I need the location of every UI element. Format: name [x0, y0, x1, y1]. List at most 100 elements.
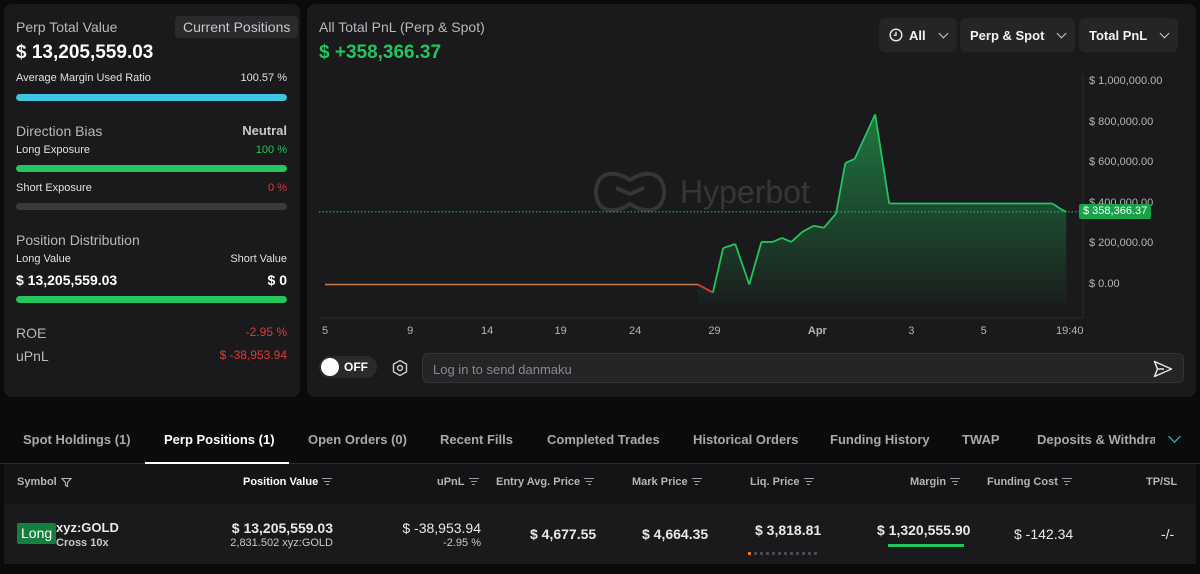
y-tick-label: $ 1,000,000.00 [1089, 75, 1163, 87]
pnl-type-dropdown[interactable]: Total PnL [1079, 18, 1179, 52]
tab-completed-trades[interactable]: Completed Trades [547, 432, 660, 447]
tab-recent-fills[interactable]: Recent Fills [440, 432, 513, 447]
col-tpsl-label: TP/SL [1146, 476, 1178, 488]
col-funding-cost[interactable]: Funding Cost [987, 476, 1072, 488]
active-tab-indicator [145, 462, 289, 464]
pnl-line-segment [722, 243, 736, 249]
x-tick-label: 19:40 [1056, 325, 1084, 337]
upnl-value: $ -38,953.94 [219, 348, 287, 362]
tab-perp-positions[interactable]: Perp Positions (1) [164, 432, 275, 447]
row-position-value: $ 13,205,559.03 [231, 520, 333, 536]
bottom-tabs: Spot Holdings (1) Perp Positions (1) Ope… [0, 418, 1200, 464]
liq-distance-dot [802, 552, 805, 555]
tab-historical-orders[interactable]: Historical Orders [693, 432, 799, 447]
direction-bias-value: Neutral [242, 123, 287, 138]
tab-twap[interactable]: TWAP [962, 432, 1000, 447]
pnl-line-segment [705, 287, 714, 294]
long-exposure-label: Long Exposure [16, 144, 90, 156]
pnl-line-segment [1051, 202, 1063, 211]
long-value-label: Long Value [16, 253, 71, 265]
col-entry-price[interactable]: Entry Avg. Price [496, 476, 595, 488]
summary-panel: Perp Total Value Current Positions $ 13,… [4, 4, 300, 397]
watermark: Hyperbot [590, 164, 810, 220]
market-type-label: Perp & Spot [970, 27, 1045, 43]
sort-icon [584, 478, 595, 486]
tab-funding-history[interactable]: Funding History [830, 432, 930, 447]
roe-value: -2.95 % [245, 325, 287, 339]
col-margin[interactable]: Margin [910, 476, 961, 488]
filter-icon[interactable] [60, 477, 72, 488]
liq-distance-dot [790, 552, 793, 555]
avg-margin-label: Average Margin Used Ratio [16, 72, 151, 84]
avg-margin-bar [16, 94, 287, 101]
x-tick-label: Apr [807, 325, 827, 337]
chart-panel: All Total PnL (Perp & Spot) $ +358,366.3… [307, 4, 1196, 397]
pnl-line-segment [748, 241, 763, 285]
row-position-size: 2,831.502 xyz:GOLD [230, 537, 333, 549]
pnl-line-segment [835, 162, 847, 214]
roe-label: ROE [16, 325, 47, 341]
danmaku-input[interactable]: Log in to send danmaku [422, 353, 1184, 383]
col-upnl[interactable]: uPnL [437, 476, 479, 488]
sort-icon [468, 478, 479, 486]
direction-bias-label: Direction Bias [16, 123, 103, 139]
col-liq-price[interactable]: Liq. Price [750, 476, 814, 488]
col-liq-label: Liq. Price [750, 476, 800, 488]
row-upnl: $ -38,953.94 [402, 520, 481, 536]
tabs-expand-chevron-icon[interactable] [1168, 430, 1181, 443]
danmaku-toggle[interactable]: OFF [319, 356, 377, 378]
liq-distance-dot [772, 552, 775, 555]
send-icon[interactable] [1153, 360, 1173, 378]
pnl-line-segment [790, 231, 804, 243]
chart-title: All Total PnL (Perp & Spot) [319, 19, 485, 35]
col-margin-label: Margin [910, 476, 947, 488]
col-mark-price[interactable]: Mark Price [632, 476, 702, 488]
tab-open-orders[interactable]: Open Orders (0) [308, 432, 407, 447]
row-tpsl[interactable]: -/- [1161, 526, 1175, 542]
tab-spot-holdings[interactable]: Spot Holdings (1) [23, 432, 131, 447]
col-symbol[interactable]: Symbol [17, 476, 72, 488]
long-exposure-bar [16, 165, 287, 172]
long-exposure-value: 100 % [255, 144, 287, 156]
pnl-line-segment [734, 243, 751, 285]
pnl-line-segment [823, 213, 837, 229]
side-badge: Long [17, 523, 57, 544]
hyperbot-logo-icon [593, 171, 667, 213]
x-tick-label: 3 [908, 325, 915, 337]
pnl-line-segment [697, 283, 706, 290]
col-upnl-label: uPnL [437, 476, 465, 488]
tab-deposits-withdraw[interactable]: Deposits & Withdraw [1037, 432, 1155, 447]
x-tick-label: 5 [322, 325, 329, 337]
sort-icon [950, 478, 961, 486]
watermark-text: Hyperbot [680, 173, 810, 210]
liq-distance-dot [778, 552, 781, 555]
row-entry-price: $ 4,677.55 [530, 526, 597, 542]
liq-distance-dot [796, 552, 799, 555]
short-value: $ 0 [267, 272, 287, 288]
position-distribution-bar [16, 296, 287, 303]
upnl-label: uPnL [16, 348, 49, 364]
table-row[interactable]: Long xyz:GOLD Cross 10x $ 13,205,559.03 … [4, 504, 1196, 564]
row-margin: $ 1,320,555.90 [877, 522, 971, 538]
col-position-value[interactable]: Position Value [243, 476, 333, 488]
time-range-dropdown[interactable]: All [879, 18, 957, 52]
x-tick-label: 9 [407, 325, 414, 337]
pnl-line-segment [712, 247, 725, 293]
current-positions-button[interactable]: Current Positions [175, 16, 299, 38]
col-entry-label: Entry Avg. Price [496, 476, 581, 488]
pnl-area [698, 114, 1067, 305]
y-tick-label: $ 0.00 [1089, 277, 1120, 290]
row-symbol[interactable]: xyz:GOLD [56, 520, 119, 535]
liq-distance-dot [766, 552, 769, 555]
pnl-line-segment [772, 237, 783, 243]
col-symbol-label: Symbol [17, 476, 57, 488]
y-tick-label: $ 800,000.00 [1089, 115, 1154, 128]
short-value-label: Short Value [230, 253, 287, 265]
market-type-dropdown[interactable]: Perp & Spot [960, 18, 1076, 52]
row-liq-price: $ 3,818.81 [755, 522, 822, 538]
settings-gear-icon[interactable] [391, 359, 409, 377]
pnl-line-segment [844, 158, 856, 164]
pnl-line-segment [853, 114, 876, 160]
row-funding-cost: $ -142.34 [1014, 526, 1074, 542]
sort-icon [803, 478, 814, 486]
